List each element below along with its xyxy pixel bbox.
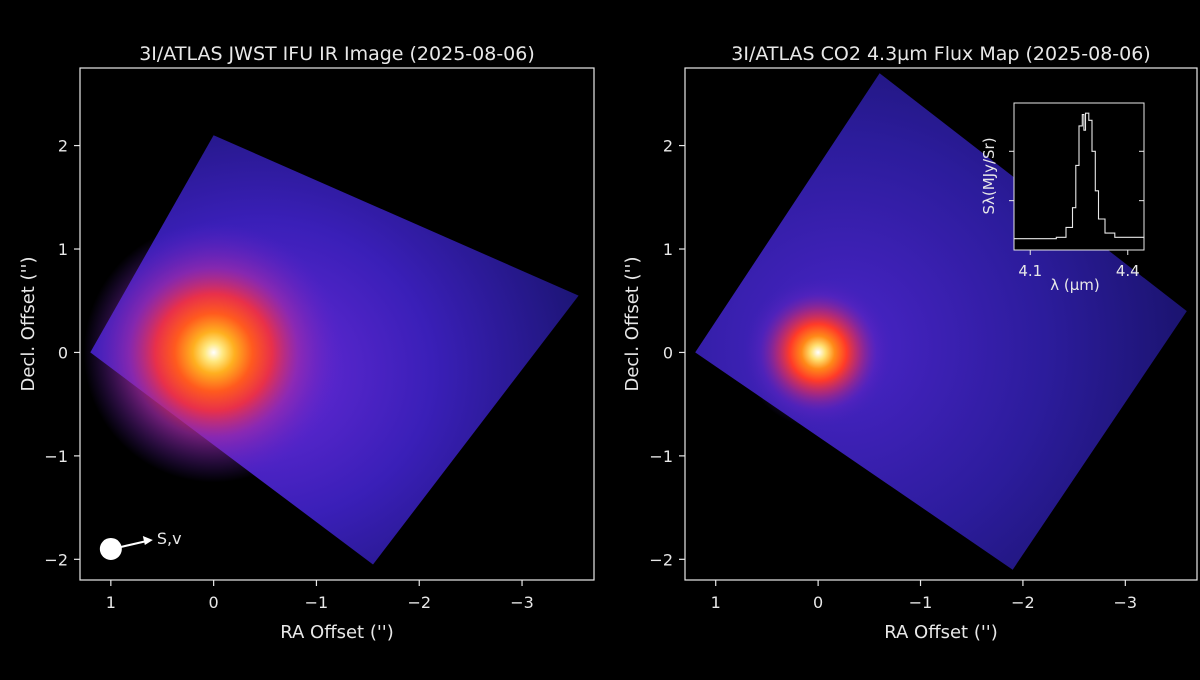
x-tick-label: 1 [711, 593, 721, 612]
y-tick-label: −2 [44, 550, 68, 569]
panel-title: 3I/ATLAS JWST IFU IR Image (2025-08-06) [139, 43, 535, 65]
x-tick-label: −3 [1114, 593, 1138, 612]
y-tick-label: −2 [649, 550, 673, 569]
y-tick-label: 2 [663, 137, 673, 156]
velocity-arrow [120, 539, 148, 548]
inset-x-tick-label: 4.4 [1116, 262, 1140, 280]
spectrum-line [1014, 112, 1145, 240]
inset-ticks: 4.1 4.4 [1009, 150, 1144, 280]
axis-ticks: 1 0 −1 −2 −3 2 1 0 −1 −2 [649, 137, 1137, 612]
arrow-head-icon [142, 535, 153, 545]
panel-co2-flux-map: 3I/ATLAS CO2 4.3µm Flux Map (2025-08-06)… [622, 43, 1198, 643]
nucleus-glow [83, 222, 344, 483]
x-tick-label: 1 [106, 593, 116, 612]
y-tick-label: −1 [44, 447, 68, 466]
y-tick-label: −1 [649, 447, 673, 466]
plot-frame [79, 67, 595, 581]
y-tick-label: 1 [663, 240, 673, 259]
y-tick-label: 1 [58, 240, 68, 259]
axis-ticks: 1 0 −1 −2 −3 2 1 0 −1 −2 [44, 137, 533, 612]
sun-direction-marker [99, 537, 122, 560]
y-tick-label: 0 [663, 343, 673, 362]
spectrum-inset: 4.1 4.4 Sλ(MJy/Sr) λ (µm) [980, 102, 1145, 294]
x-tick-label: −2 [407, 593, 431, 612]
panel-title: 3I/ATLAS CO2 4.3µm Flux Map (2025-08-06) [731, 43, 1150, 65]
inset-x-tick-label: 4.1 [1018, 262, 1042, 280]
x-tick-label: −2 [1011, 593, 1035, 612]
x-tick-label: 0 [209, 593, 219, 612]
annotation-label: S,v [157, 529, 182, 548]
y-tick-label: 2 [58, 137, 68, 156]
x-tick-label: −1 [909, 593, 933, 612]
panel-ir-image: 3I/ATLAS JWST IFU IR Image (2025-08-06) … [18, 43, 595, 643]
x-tick-label: −3 [510, 593, 534, 612]
x-axis-label: RA Offset ('') [884, 622, 998, 643]
plot-frame [684, 67, 1198, 581]
inset-frame [1013, 102, 1145, 251]
x-tick-label: 0 [813, 593, 823, 612]
y-tick-label: 0 [58, 343, 68, 362]
y-axis-label: Decl. Offset ('') [18, 256, 39, 391]
nucleus-glow [743, 277, 894, 428]
y-axis-label: Decl. Offset ('') [622, 256, 643, 391]
sun-velocity-annotation: S,v [99, 529, 182, 560]
x-tick-label: −1 [305, 593, 329, 612]
inset-x-label: λ (µm) [1050, 276, 1100, 294]
inset-y-label: Sλ(MJy/Sr) [980, 137, 998, 214]
x-axis-label: RA Offset ('') [280, 622, 394, 643]
ifu-footprint [695, 73, 1187, 570]
